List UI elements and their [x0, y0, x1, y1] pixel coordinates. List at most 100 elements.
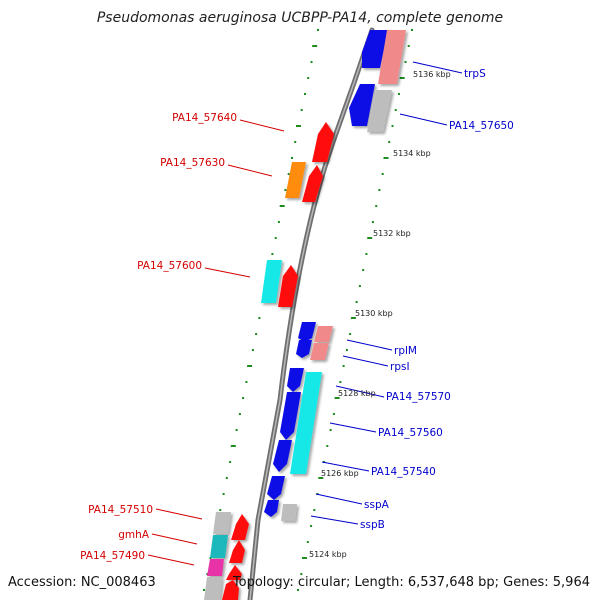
gene-gray-57650[interactable]: [367, 90, 392, 132]
gene-PA14_57560[interactable]: [280, 392, 301, 440]
gene-label-PA14_57570[interactable]: PA14_57570: [386, 391, 451, 403]
leader-PA14_57560: [329, 422, 377, 433]
gene-PA14_57540[interactable]: [273, 440, 292, 472]
scale-label: 5136 kbp: [413, 70, 451, 79]
minor-tick: [304, 93, 306, 95]
minor-tick: [349, 333, 352, 335]
minor-tick: [203, 589, 205, 591]
leader-sspB: [310, 515, 359, 525]
scale-label: 5128 kbp: [338, 389, 376, 398]
gene-PA14_57640[interactable]: [312, 122, 334, 162]
gene-label-PA14_57560[interactable]: PA14_57560: [378, 427, 443, 439]
topology-label: Topology: circular; Length: 6,537,648 bp…: [232, 575, 590, 590]
minor-tick: [362, 269, 365, 271]
gene-gmhA[interactable]: [210, 535, 228, 558]
minor-tick: [358, 285, 361, 287]
gene-rpsI[interactable]: [310, 343, 329, 360]
minor-tick: [277, 221, 280, 223]
minor-tick: [329, 429, 332, 431]
gene-PA14_57600[interactable]: [261, 260, 282, 303]
gene-label-PA14_57540[interactable]: PA14_57540: [371, 466, 436, 478]
minor-tick: [222, 493, 225, 495]
major-tick: [350, 317, 356, 319]
gene-rplM[interactable]: [314, 326, 333, 342]
minor-tick: [235, 429, 238, 431]
minor-tick: [398, 93, 400, 95]
gene-label-PA14_57510[interactable]: PA14_57510: [88, 504, 153, 516]
gene-PA14_57510[interactable]: [213, 512, 231, 534]
minor-tick: [245, 381, 248, 383]
gene-label-PA14_57490[interactable]: PA14_57490: [80, 550, 145, 562]
gene-red-57510[interactable]: [231, 514, 249, 540]
minor-tick: [388, 141, 391, 143]
minor-tick: [274, 237, 277, 239]
minor-tick: [300, 573, 303, 575]
gene-red-gmhA[interactable]: [229, 540, 245, 563]
gene-trpS[interactable]: [378, 30, 406, 84]
gene-PA14_57630[interactable]: [285, 162, 306, 198]
gene-red-57600[interactable]: [278, 265, 298, 307]
gene-cyan-long[interactable]: [290, 372, 322, 474]
gene-red-bottom[interactable]: [222, 580, 239, 600]
gene-label-PA14_57630[interactable]: PA14_57630: [160, 157, 225, 169]
leader-PA14_57650: [399, 113, 448, 126]
minor-tick: [404, 61, 407, 63]
minor-tick: [238, 413, 241, 415]
leader-PA14_57510: [155, 508, 203, 520]
gene-gray-sspB[interactable]: [281, 504, 297, 521]
gene-gray-bottom[interactable]: [204, 577, 222, 600]
scale-label: 5126 kbp: [321, 469, 359, 478]
minor-tick: [375, 205, 378, 207]
leader-PA14_57600: [204, 267, 251, 278]
gene-red-57630[interactable]: [302, 165, 323, 202]
minor-tick: [242, 397, 245, 399]
gene-PA14_57570[interactable]: [287, 368, 304, 392]
gene-blue-top[interactable]: [362, 30, 388, 68]
minor-tick: [255, 333, 258, 335]
gene-PA14_57490[interactable]: [207, 559, 224, 576]
minor-tick: [365, 253, 368, 255]
gene-label-PA14_57650[interactable]: PA14_57650: [449, 120, 514, 132]
minor-tick: [300, 109, 303, 111]
gene-PA14_57650[interactable]: [349, 84, 375, 126]
leader-PA14_57630: [227, 164, 273, 177]
minor-tick: [225, 477, 228, 479]
minor-tick: [411, 29, 413, 31]
major-tick: [334, 397, 340, 399]
gene-label-PA14_57640[interactable]: PA14_57640: [172, 112, 237, 124]
gene-label-PA14_57600[interactable]: PA14_57600: [137, 260, 202, 272]
minor-tick: [371, 221, 374, 223]
leader-rpsI: [342, 355, 389, 367]
accession-label: Accession: NC_008463: [8, 575, 156, 590]
gene-label-trpS[interactable]: trpS: [464, 68, 486, 80]
leader-trpS: [412, 61, 463, 74]
leader-PA14_57490: [147, 554, 195, 566]
minor-tick: [206, 573, 209, 575]
gene-label-rplM[interactable]: rplM: [394, 345, 417, 357]
minor-tick: [342, 365, 345, 367]
scale-label: 5132 kbp: [373, 229, 411, 238]
gene-sspB[interactable]: [264, 500, 279, 517]
leader-PA14_57570: [335, 385, 385, 398]
minor-tick: [306, 541, 309, 543]
major-tick: [296, 125, 301, 127]
minor-tick: [378, 189, 381, 191]
minor-tick: [326, 445, 329, 447]
gene-label-rpsI[interactable]: rpsI: [390, 361, 410, 373]
gene-label-sspB[interactable]: sspB: [360, 519, 385, 531]
minor-tick: [317, 29, 319, 31]
gene-blue-rplM[interactable]: [298, 322, 316, 342]
minor-tick: [294, 141, 297, 143]
minor-tick: [332, 413, 335, 415]
gene-blue-rpsI[interactable]: [296, 340, 312, 358]
gene-sspA[interactable]: [267, 476, 285, 500]
major-tick: [230, 445, 236, 447]
gene-label-gmhA[interactable]: gmhA: [118, 529, 150, 541]
gene-red-57490[interactable]: [226, 565, 242, 580]
minor-tick: [291, 157, 293, 159]
gene-label-sspA[interactable]: sspA: [364, 499, 390, 511]
major-tick: [318, 477, 324, 479]
leader-rplM: [346, 339, 393, 351]
major-tick: [247, 365, 253, 367]
